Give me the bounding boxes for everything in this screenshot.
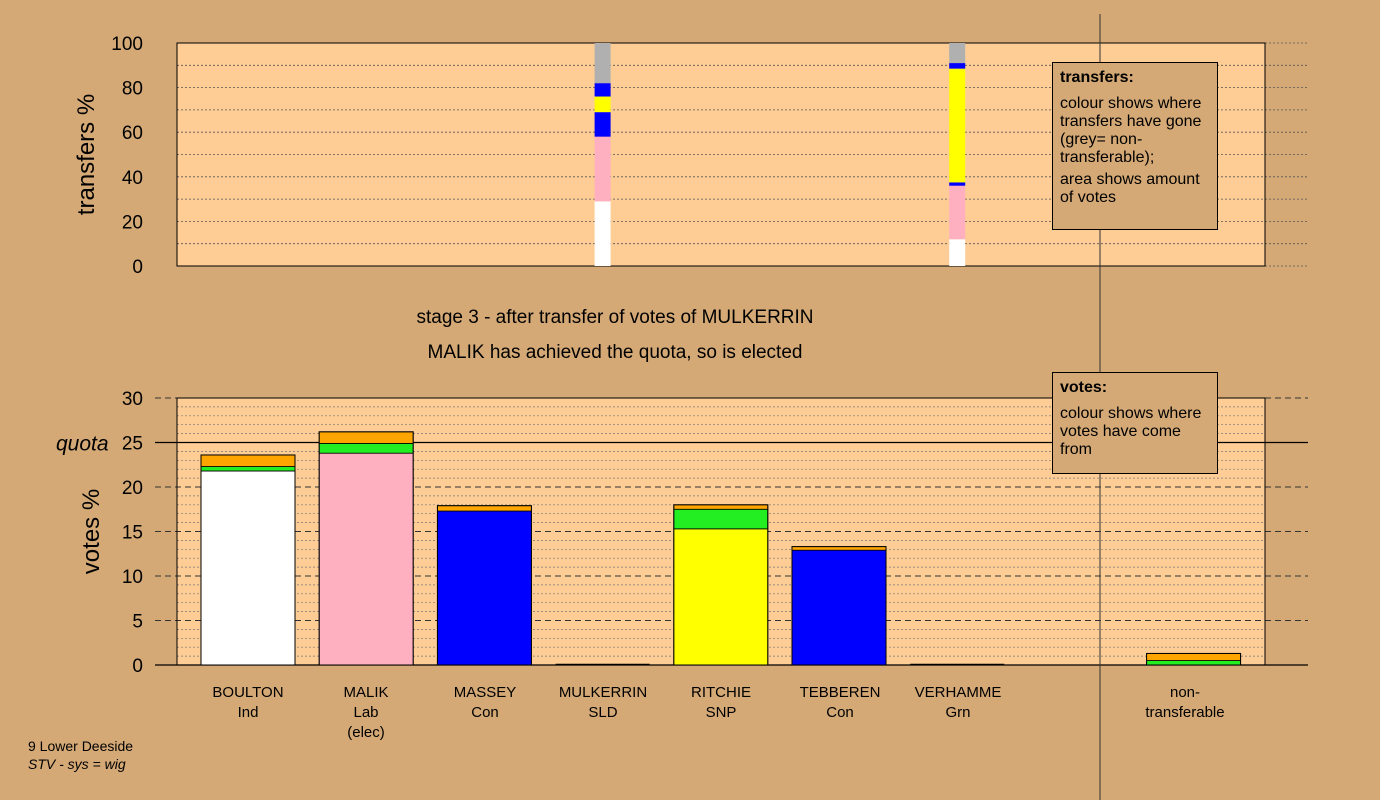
vote-segment-sld (791, 546, 887, 551)
transfer-segment-non-transferable (594, 43, 611, 84)
vote-bar-outline (791, 546, 887, 666)
candidate-name: VERHAMME (914, 684, 1002, 701)
vote-segment-con (791, 549, 887, 666)
candidate-label-verhamme: VERHAMME Grn (898, 683, 1018, 723)
candidate-name: MULKERRIN (558, 684, 648, 701)
votes-y-tick-label: 20 (122, 478, 143, 499)
transfers-legend-line2: area shows amount of votes (1060, 171, 1200, 206)
transfers-legend-box: transfers: colour shows where transfers … (1052, 62, 1218, 230)
transfer-segment-snp (949, 68, 966, 183)
transfers-legend-line1: colour shows where transfers have gone (… (1060, 95, 1202, 166)
vote-segment-sld (673, 504, 769, 510)
candidate-status: (elec) (347, 724, 385, 741)
nontransferable-text: non-transferable (1145, 684, 1225, 721)
candidate-party: Con (471, 704, 499, 721)
candidate-label-massey: MASSEY Con (425, 683, 545, 723)
candidate-party: Grn (945, 704, 971, 721)
transfers-plot-frame (176, 42, 1266, 267)
transfer-segment-con (949, 182, 966, 186)
vote-segment-grn (673, 508, 769, 530)
votes-legend-title: votes: (1060, 379, 1108, 396)
votes-y-tick-label: 15 (122, 523, 143, 544)
candidate-party: SLD (588, 704, 618, 721)
stage-caption: stage 3 - after transfer of votes of MUL… (416, 307, 814, 328)
candidate-name: MALIK (343, 684, 389, 701)
candidate-name: MASSEY (453, 684, 517, 701)
transfers-y-tick-label: 20 (122, 212, 143, 233)
vote-segment-ind (200, 470, 296, 666)
vote-segment-snp (673, 528, 769, 666)
votes-legend-box: votes: colour shows where votes have com… (1052, 372, 1218, 474)
candidate-name: TEBBEREN (799, 684, 881, 701)
candidate-party: Con (826, 704, 854, 721)
vote-bar-outline (200, 454, 296, 666)
vote-segment-sld (1146, 653, 1241, 661)
transfer-segment-lab (949, 185, 966, 240)
votes-y-axis-title: votes % (78, 489, 105, 574)
footer-info: 9 Lower Deeside STV - sys = wig (28, 737, 133, 773)
vote-segment-grn (318, 442, 414, 454)
candidate-label-malik: MALIK Lab (elec) (306, 683, 426, 743)
elected-caption: MALIK has achieved the quota, so is elec… (427, 342, 803, 363)
vote-bar-outline (436, 505, 532, 666)
candidate-party: Lab (353, 704, 379, 721)
transfer-segment-non-transferable (949, 43, 966, 64)
candidate-name: BOULTON (212, 684, 284, 701)
transfer-segment-lab (594, 136, 611, 202)
transfer-segment-con (594, 112, 611, 137)
candidate-label-boulton: BOULTON Ind (188, 683, 308, 723)
transfer-segment-ind (594, 201, 611, 266)
vote-segment-grn (1146, 660, 1241, 666)
votes-y-tick-label: 25 (122, 434, 143, 455)
candidate-name: RITCHIE (691, 684, 751, 701)
vote-segment-grn (200, 466, 296, 472)
candidate-label-ritchie: RITCHIE SNP (661, 683, 781, 723)
candidate-party: SNP (705, 704, 737, 721)
votes-y-tick-label: 5 (132, 612, 143, 633)
transfers-y-axis-title: transfers % (73, 94, 100, 215)
vote-bar-outline (1146, 652, 1242, 666)
vote-bar-outline (318, 431, 414, 666)
system-name: STV - sys = wig (28, 756, 126, 772)
vote-bar-outline (673, 504, 769, 666)
votes-y-tick-label: 10 (122, 567, 143, 588)
transfers-y-tick-label: 0 (132, 257, 143, 278)
transfer-segment-ind (949, 239, 966, 266)
vote-segment-lab (318, 452, 414, 666)
quota-label: quota (56, 433, 109, 456)
transfers-legend-title: transfers: (1060, 69, 1134, 86)
transfers-y-tick-label: 40 (122, 168, 143, 189)
transfer-segment-con (949, 63, 966, 69)
vote-segment-sld (318, 431, 414, 444)
votes-y-tick-label: 30 (122, 389, 143, 410)
candidate-label-mulkerrin: MULKERRIN SLD (543, 683, 663, 723)
transfers-y-tick-label: 60 (122, 123, 143, 144)
candidate-party: Ind (237, 704, 259, 721)
vote-segment-sld (436, 505, 532, 512)
ward-name: 9 Lower Deeside (28, 738, 134, 754)
vote-segment-sld (200, 454, 296, 467)
candidate-label-tebberen: TEBBEREN Con (780, 683, 900, 723)
transfers-y-tick-label: 100 (111, 34, 143, 55)
votes-y-tick-label: 0 (132, 656, 143, 677)
transfer-segment-snp (594, 96, 611, 113)
transfer-segment-con (594, 83, 611, 97)
nontransferable-label: non-transferable (1135, 683, 1235, 723)
votes-legend-line1: colour shows where votes have come from (1060, 405, 1202, 458)
vote-segment-con (436, 510, 532, 666)
transfers-y-tick-label: 80 (122, 79, 143, 100)
